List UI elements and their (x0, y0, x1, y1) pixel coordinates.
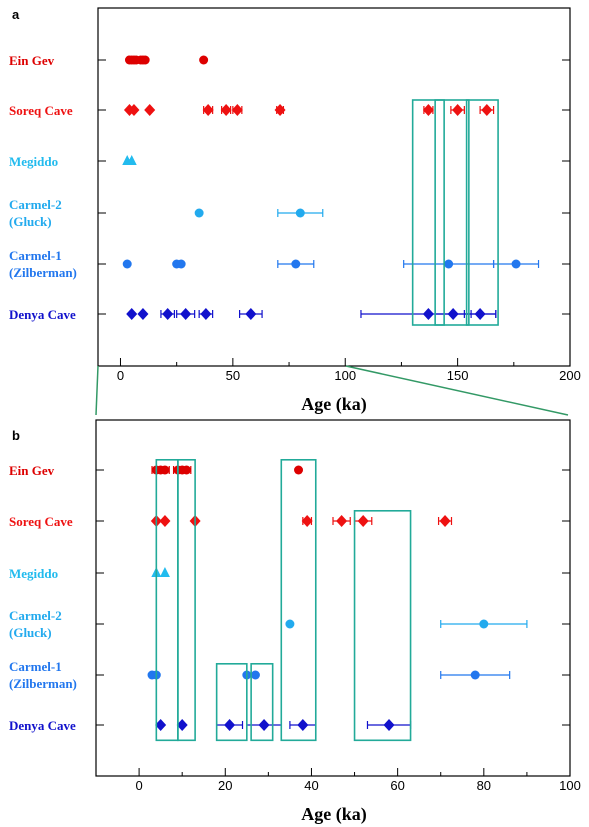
panel-a-data-point-soreq-cave (220, 104, 232, 116)
panel-a-data-point-denya-cave (180, 308, 192, 320)
panel-b-data-point-soreq-cave (336, 515, 348, 527)
panel-a-data-point-megiddo (126, 155, 137, 165)
panel-b-x-axis-label: Age (ka) (301, 804, 367, 825)
panel-b-cluster-box (250, 662, 274, 742)
panel-a-x-axis-label: Age (ka) (301, 394, 367, 415)
panel-b-row-label-carmel-1: Carmel-1 (9, 659, 62, 674)
panel-b-data-point-soreq-cave (301, 515, 313, 527)
panel-a-data-point-denya-cave (126, 308, 138, 320)
panel-a-data-point-ein-gev (199, 55, 209, 65)
panel-b-data-point-denya-cave (258, 719, 270, 731)
panel-a-data-point-carmel-1 (122, 259, 132, 269)
panel-b-row-label-soreq-cave: Soreq Cave (9, 514, 73, 529)
panel-b-chart: 0 20 40 60 80 100 Ein Gev Soreq Cave Megiddo Carm… (9, 419, 581, 793)
panel-a-data-point-soreq-cave (274, 104, 286, 116)
panel-b-data-point-megiddo (159, 567, 170, 577)
panel-b-cluster-box (177, 458, 196, 742)
panel-a-data-point-denya-cave (447, 308, 459, 320)
panel-a-row-label-carmel-1: Carmel-1 (9, 248, 62, 263)
panel-a-data-point-soreq-cave (481, 104, 493, 116)
panel-a-row-label-ein-gev: Ein Gev (9, 53, 55, 68)
panel-a-x-tick-label: 150 (447, 368, 469, 383)
panel-a-data-point-carmel-1 (444, 259, 454, 269)
panel-b-x-tick-label: 0 (135, 778, 142, 793)
panel-a-data-point-soreq-cave (144, 104, 156, 116)
zoom-connector-right (345, 365, 569, 416)
panel-b-data-point-denya-cave (155, 719, 167, 731)
panel-b-x-tick-label: 60 (390, 778, 404, 793)
panel-b-data-point-denya-cave (383, 719, 395, 731)
panel-b-row-label-carmel-2: Carmel-2 (9, 608, 62, 623)
panel-b-data-point-denya-cave (297, 719, 309, 731)
panel-a-row-label-soreq-cave: Soreq Cave (9, 103, 73, 118)
panel-b-plot-frame (95, 419, 571, 777)
panel-b-data-point-soreq-cave (357, 515, 369, 527)
panel-a-data-point-soreq-cave (202, 104, 214, 116)
panel-b-data-point-soreq-cave (439, 515, 451, 527)
panel-a-chart: 0 50 100 150 200 Ein Gev Soreq Cave Megiddo Carm… (9, 7, 581, 383)
panel-b-row-label-denya-cave: Denya Cave (9, 718, 76, 733)
panel-a-data-point-carmel-1 (176, 259, 186, 269)
panel-a-letter: a (12, 7, 20, 22)
panel-a-data-point-soreq-cave (231, 104, 243, 116)
panel-b-cluster-box (280, 458, 317, 742)
panel-b-x-tick-label: 100 (559, 778, 581, 793)
panel-b-data-point-soreq-cave (159, 515, 171, 527)
panel-b-x-tick-label: 20 (218, 778, 232, 793)
panel-b-x-tick-label: 80 (477, 778, 491, 793)
panel-b-row-label-carmel-1: (Zilberman) (9, 676, 77, 691)
panel-a-x-tick-label: 200 (559, 368, 581, 383)
panel-a-data-point-soreq-cave (128, 104, 140, 116)
panel-b-data-point-carmel-1 (470, 670, 480, 680)
panel-b-row-label-ein-gev: Ein Gev (9, 463, 55, 478)
panel-a-data-point-denya-cave (137, 308, 149, 320)
panel-b-data-point-denya-cave (176, 719, 188, 731)
panel-b-data-point-ein-gev (181, 465, 191, 475)
panel-a-x-tick-label: 50 (226, 368, 240, 383)
panel-b-cluster-box (353, 509, 412, 742)
panel-a-data-point-carmel-1 (511, 259, 521, 269)
panel-a-plot-frame (97, 7, 571, 367)
panel-a-data-point-carmel-2 (295, 208, 305, 218)
panel-a-cluster-box (434, 99, 470, 326)
panel-a-data-point-soreq-cave (422, 104, 434, 116)
panel-b-letter: b (12, 428, 20, 443)
panel-a-data-point-denya-cave (422, 308, 434, 320)
panel-b-row-label-carmel-2: (Gluck) (9, 625, 52, 640)
panel-a-data-point-carmel-1 (291, 259, 301, 269)
panel-a-x-tick-label: 100 (334, 368, 356, 383)
panel-a-data-point-carmel-2 (194, 208, 204, 218)
panel-a-row-label-carmel-2: (Gluck) (9, 214, 52, 229)
panel-b-row-label-megiddo: Megiddo (9, 566, 58, 581)
panel-a-row-label-carmel-1: (Zilberman) (9, 265, 77, 280)
panel-a-x-tick-label: 0 (117, 368, 124, 383)
panel-a-cluster-box (465, 99, 499, 326)
panel-a-row-label-carmel-2: Carmel-2 (9, 197, 62, 212)
panel-a-data-point-denya-cave (162, 308, 174, 320)
panel-a-data-point-denya-cave (474, 308, 486, 320)
panel-a-data-point-denya-cave (200, 308, 212, 320)
panel-b-cluster-box (215, 662, 248, 742)
panel-b-data-point-ein-gev (294, 465, 304, 475)
panel-b-data-point-ein-gev (160, 465, 170, 475)
panel-a-row-label-denya-cave: Denya Cave (9, 307, 76, 322)
panel-b-data-point-carmel-1 (250, 670, 260, 680)
panel-b-x-tick-label: 40 (304, 778, 318, 793)
panel-b-cluster-box (155, 458, 179, 742)
panel-a-data-point-soreq-cave (452, 104, 464, 116)
panel-a-cluster-box (411, 99, 445, 326)
zoom-connector-left (95, 365, 99, 416)
panel-a-data-point-denya-cave (245, 308, 257, 320)
panel-a-data-point-ein-gev (140, 55, 150, 65)
panel-a-row-label-megiddo: Megiddo (9, 154, 58, 169)
panel-b-data-point-carmel-2 (285, 619, 295, 629)
panel-b-data-point-denya-cave (224, 719, 236, 731)
panel-b-data-point-carmel-2 (479, 619, 489, 629)
